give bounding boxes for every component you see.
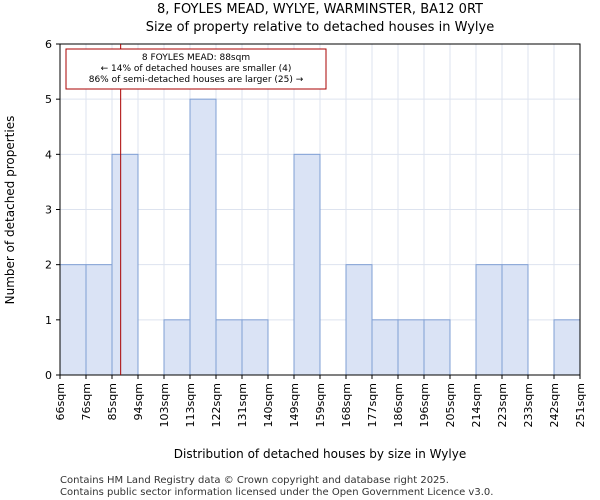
annotation-box: 8 FOYLES MEAD: 88sqm ← 14% of detached h… bbox=[65, 48, 327, 90]
x-tick-label: 214sqm bbox=[470, 383, 483, 427]
x-tick-label: 66sqm bbox=[54, 383, 67, 420]
x-tick-label: 122sqm bbox=[210, 383, 223, 427]
x-tick-label: 177sqm bbox=[366, 383, 379, 427]
x-tick-label: 168sqm bbox=[340, 383, 353, 427]
annotation-line-1: 8 FOYLES MEAD: 88sqm bbox=[142, 53, 250, 63]
x-tick-label: 85sqm bbox=[106, 383, 119, 420]
x-tick-label: 103sqm bbox=[158, 383, 171, 427]
y-tick-label: 1 bbox=[45, 314, 52, 327]
bar bbox=[189, 98, 217, 376]
bar bbox=[475, 264, 503, 376]
x-tick-label: 186sqm bbox=[392, 383, 405, 427]
y-ticks: 0 1 2 3 4 5 6 bbox=[45, 38, 60, 382]
y-axis-label: Number of detached properties bbox=[3, 116, 17, 305]
y-tick-label: 3 bbox=[45, 204, 52, 217]
x-tick-label: 251sqm bbox=[574, 383, 587, 427]
bar bbox=[423, 319, 451, 376]
bar bbox=[553, 319, 581, 376]
x-tick-label: 94sqm bbox=[132, 383, 145, 420]
bar bbox=[501, 264, 529, 376]
bar bbox=[85, 264, 113, 376]
x-tick-label: 131sqm bbox=[236, 383, 249, 427]
footer-line-1: Contains HM Land Registry data © Crown c… bbox=[60, 475, 449, 486]
x-tick-label: 113sqm bbox=[184, 383, 197, 427]
bar bbox=[215, 319, 243, 376]
x-tick-label: 233sqm bbox=[522, 383, 535, 427]
bar bbox=[293, 153, 321, 376]
y-tick-label: 2 bbox=[45, 259, 52, 272]
x-tick-label: 223sqm bbox=[496, 383, 509, 427]
bar bbox=[241, 319, 269, 376]
bar bbox=[397, 319, 425, 376]
x-tick-label: 242sqm bbox=[548, 383, 561, 427]
bar bbox=[371, 319, 399, 376]
footer-line-2: Contains public sector information licen… bbox=[60, 487, 493, 498]
x-axis-label: Distribution of detached houses by size … bbox=[174, 447, 466, 461]
y-tick-label: 5 bbox=[45, 93, 52, 106]
x-tick-label: 205sqm bbox=[444, 383, 457, 427]
chart-title: 8, FOYLES MEAD, WYLYE, WARMINSTER, BA12 … bbox=[157, 2, 483, 17]
chart-subtitle: Size of property relative to detached ho… bbox=[146, 20, 494, 35]
annotation-line-3: 86% of semi-detached houses are larger (… bbox=[89, 75, 304, 85]
annotation-border bbox=[65, 48, 327, 90]
y-tick-label: 6 bbox=[45, 38, 52, 51]
bars bbox=[59, 98, 581, 376]
bar bbox=[163, 319, 191, 376]
x-tick-label: 196sqm bbox=[418, 383, 431, 427]
x-ticks: 66sqm 76sqm 85sqm 94sqm 103sqm 113sqm 122sqm 13… bbox=[54, 375, 587, 427]
x-tick-label: 149sqm bbox=[288, 383, 301, 427]
y-tick-label: 4 bbox=[45, 148, 52, 161]
x-tick-label: 159sqm bbox=[314, 383, 327, 427]
bar bbox=[345, 264, 373, 376]
y-tick-label: 0 bbox=[45, 369, 52, 382]
bar bbox=[59, 264, 87, 376]
x-tick-label: 76sqm bbox=[80, 383, 93, 420]
x-tick-label: 140sqm bbox=[262, 383, 275, 427]
bar bbox=[111, 153, 139, 376]
annotation-line-2: ← 14% of detached houses are smaller (4) bbox=[101, 64, 292, 74]
